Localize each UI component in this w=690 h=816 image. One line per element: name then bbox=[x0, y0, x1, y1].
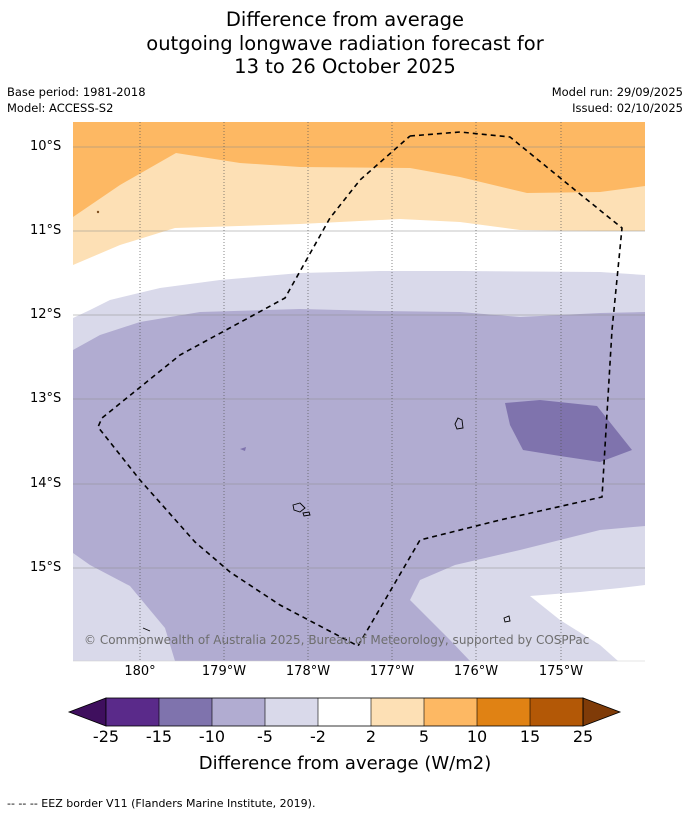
islands bbox=[142, 417, 511, 632]
gridlines bbox=[73, 122, 645, 661]
anomaly-patch-minus15 bbox=[505, 400, 632, 462]
model-name: Model: ACCESS-S2 bbox=[7, 101, 114, 115]
lat-label: 13°S bbox=[30, 391, 62, 406]
colorbar-tick-label: 2 bbox=[365, 727, 377, 746]
lat-label: 14°S bbox=[30, 476, 62, 491]
island bbox=[503, 615, 511, 623]
island bbox=[292, 502, 306, 513]
colorbar-swatch-plus5 bbox=[424, 698, 477, 726]
lon-label: 179°W bbox=[201, 664, 247, 679]
model-run: Model run: 29/09/2025 bbox=[551, 85, 683, 99]
colorbar-title: Difference from average (W/m2) bbox=[198, 753, 492, 774]
colorbar bbox=[67, 697, 622, 727]
lat-label: 10°S bbox=[30, 139, 62, 154]
lon-label: 180° bbox=[124, 664, 156, 679]
map-fill bbox=[73, 122, 645, 661]
colorbar-swatch-minus10 bbox=[212, 698, 265, 726]
colorbar-swatch-plus10 bbox=[477, 698, 530, 726]
lon-label: 177°W bbox=[369, 664, 415, 679]
lon-label: 175°W bbox=[538, 664, 584, 679]
colorbar-swatch-neutral bbox=[318, 698, 371, 726]
colorbar-tick-label: -2 bbox=[310, 727, 326, 746]
colorbar-tick-label: 25 bbox=[572, 727, 594, 746]
lat-label: 15°S bbox=[30, 560, 62, 575]
base-period: Base period: 1981-2018 bbox=[7, 85, 146, 99]
anomaly-patch-neutral-southeast bbox=[530, 585, 645, 661]
copyright-notice: © Commonwealth of Australia 2025, Bureau… bbox=[84, 633, 590, 647]
colorbar-tick-label: -10 bbox=[198, 727, 226, 746]
colorbar-swatch-minus5 bbox=[265, 698, 318, 726]
anomaly-speck bbox=[240, 447, 246, 451]
eez-footnote: -- -- -- EEZ border V11 (Flanders Marine… bbox=[7, 797, 316, 810]
eez-border bbox=[97, 131, 623, 648]
colorbar-swatch-minus20 bbox=[106, 698, 159, 726]
colorbar-tick-label: -25 bbox=[92, 727, 120, 746]
anomaly-speck bbox=[96, 210, 100, 214]
issued-date: Issued: 02/10/2025 bbox=[572, 101, 683, 115]
lon-label: 176°W bbox=[453, 664, 499, 679]
lon-label: 178°W bbox=[285, 664, 331, 679]
colorbar-tick-label: 5 bbox=[418, 727, 430, 746]
title-line-2: outgoing longwave radiation forecast for bbox=[146, 32, 544, 55]
lat-label: 11°S bbox=[30, 223, 62, 238]
island bbox=[142, 627, 151, 632]
colorbar-extend-high bbox=[582, 697, 622, 727]
colorbar-swatch-minus15 bbox=[159, 698, 212, 726]
title-line-1: Difference from average bbox=[225, 8, 465, 31]
colorbar-tick-label: -15 bbox=[145, 727, 173, 746]
colorbar-tick-label: 15 bbox=[519, 727, 541, 746]
lat-label: 12°S bbox=[30, 307, 62, 322]
colorbar-extend-low bbox=[67, 697, 107, 727]
colorbar-swatch-plus2 bbox=[371, 698, 424, 726]
island bbox=[454, 417, 464, 430]
title-line-3: 13 to 26 October 2025 bbox=[234, 55, 456, 78]
colorbar-tick-label: -5 bbox=[257, 727, 273, 746]
anomaly-band-plus5 bbox=[73, 122, 645, 217]
island bbox=[302, 511, 311, 517]
colorbar-swatch-plus15 bbox=[530, 698, 583, 726]
meta-left: Base period: 1981-2018 Model: ACCESS-S2 bbox=[7, 84, 146, 116]
colorbar-tick-label: 10 bbox=[466, 727, 488, 746]
anomaly-band-minus5-southwest bbox=[73, 553, 175, 661]
meta-right: Model run: 29/09/2025 Issued: 02/10/2025 bbox=[552, 84, 683, 116]
